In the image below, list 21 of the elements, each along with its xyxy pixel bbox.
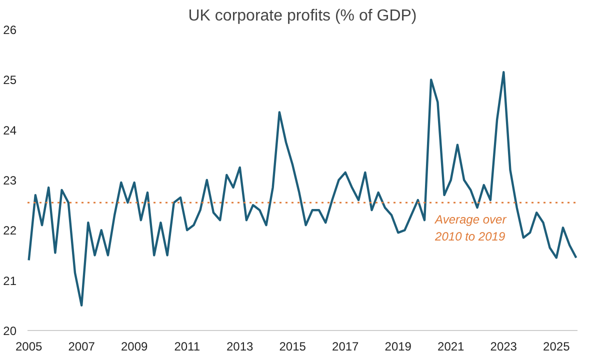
y-tick-label: 22: [3, 224, 17, 238]
x-tick-label: 2025: [543, 340, 570, 353]
ref-line-label: Average over 2010 to 2019: [434, 212, 508, 244]
x-tick-label: 2005: [15, 340, 42, 353]
y-tick-label: 25: [3, 73, 17, 88]
x-tick-label: 2017: [332, 340, 360, 353]
x-tick-label: 2011: [174, 340, 200, 353]
x-tick-label: 2021: [438, 340, 465, 353]
chart-title: UK corporate profits (% of GDP): [188, 8, 417, 24]
y-tick-label: 21: [3, 274, 17, 288]
y-tick-label: 23: [3, 174, 17, 188]
y-tick-label: 20: [3, 324, 17, 338]
y-tick-label: 26: [3, 23, 17, 37]
x-tick-label: 2013: [226, 340, 254, 353]
y-tick-label: 24: [3, 123, 17, 138]
line-series: [28, 71, 578, 307]
x-tick-label: 2019: [384, 340, 412, 353]
x-tick-label: 2009: [120, 340, 148, 353]
x-tick-label: 2015: [279, 340, 306, 353]
x-tick-label: 2023: [490, 340, 518, 353]
x-tick-label: 2007: [68, 340, 96, 353]
